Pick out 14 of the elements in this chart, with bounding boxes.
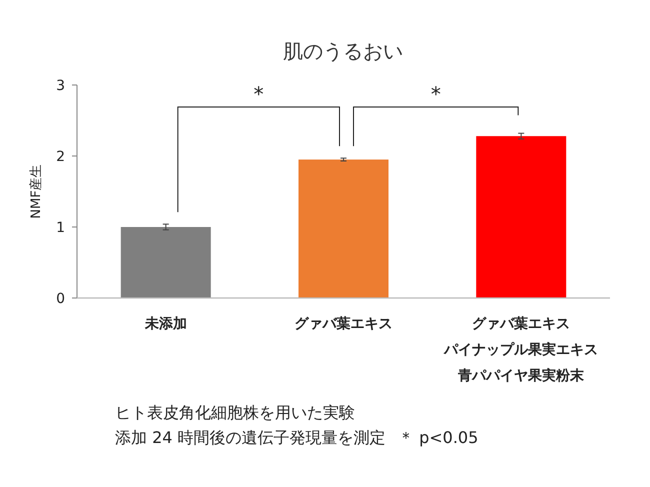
annotation: * <box>430 82 441 106</box>
chart-title: 肌のうるおい <box>283 39 403 63</box>
text: 添加 24 時間後の遺伝子発現量を測定 <box>115 428 386 447</box>
x-tick-label: グァバ葉エキス <box>294 316 392 332</box>
y-tick-label: 2 <box>56 149 65 165</box>
annotation: * <box>254 82 264 106</box>
x-tick-label: グァバ葉エキスパイナップル果実エキス青パパイヤ果実粉末 <box>443 316 598 384</box>
text: ヒト表皮角化細胞株を用いた実験 <box>115 403 355 422</box>
x-tick-label: 未添加 <box>144 316 187 332</box>
y-tick-label: 1 <box>56 220 65 236</box>
text: ＊ p<0.05 <box>398 428 478 447</box>
y-tick-label: 0 <box>56 291 65 307</box>
y-tick-label: 3 <box>56 78 65 94</box>
y-axis-title: NMF産生 <box>28 164 44 219</box>
